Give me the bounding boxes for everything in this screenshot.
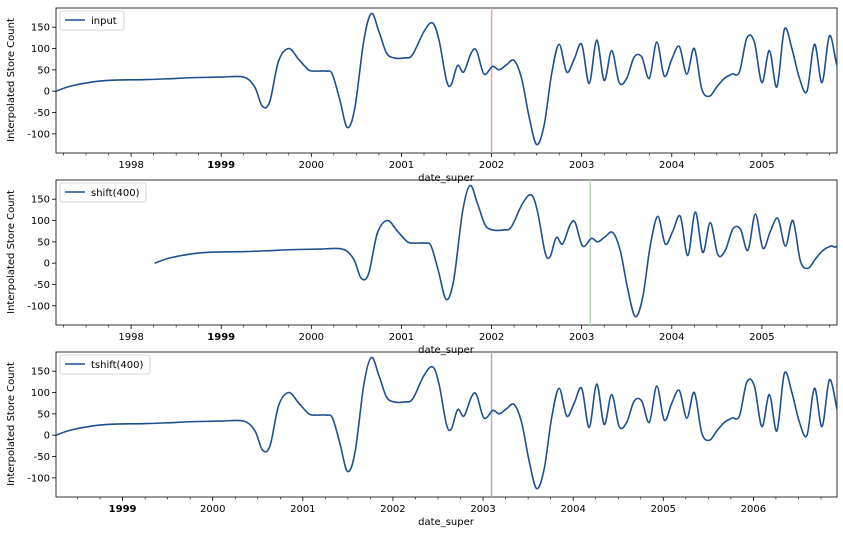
panel-3-series-line-0	[56, 356, 837, 490]
panel-1-yticks: -100 -50 0 50 100 150	[27, 23, 56, 140]
panel-1-ylabel: Interpolated Store Count	[6, 18, 17, 142]
panel-3-xtick-label: 2003	[470, 504, 495, 515]
panel-3-ytick-label: 150	[31, 367, 50, 378]
panel-1-xtick-label: 2005	[749, 160, 774, 171]
panel-1-ytick-label: 100	[31, 44, 50, 55]
panel-2-ylabel: Interpolated Store Count	[6, 190, 17, 314]
panel-3-xtick-label: 2002	[380, 504, 405, 515]
panel-1-ytick-label: -50	[34, 108, 50, 119]
panel-3-ytick-label: -50	[34, 452, 50, 463]
panel-2-xtick-label: 2004	[659, 332, 684, 343]
panel-2-ytick-label: 50	[37, 237, 50, 248]
panel-2-legend-label: shift(400)	[91, 188, 140, 199]
panel-1-xtick-label: 2000	[299, 160, 324, 171]
panel-2-xtick-label: 1999	[207, 332, 235, 343]
panel-2-yticks: -100 -50 0 50 100 150	[27, 195, 56, 312]
panel-1-legend: input	[59, 10, 125, 31]
panel-1-xtick-label: 1999	[207, 160, 235, 171]
panel-3-xtick-label: 2004	[560, 504, 585, 515]
panel-3-ytick-label: 0	[44, 431, 50, 442]
panel-3-xtick-label: 1999	[109, 504, 137, 515]
panel-1-ytick-label: -100	[27, 129, 50, 140]
panel-2-xlabel: date_super	[418, 345, 475, 356]
panel-1-series	[56, 12, 837, 146]
panel-1-xtick-label: 1998	[118, 160, 143, 171]
panel-2-xtick-label: 2001	[389, 332, 414, 343]
panel-3-ytick-label: -100	[27, 473, 50, 484]
panel-3-xtick-label: 2000	[200, 504, 225, 515]
panel-1-xlabel: date_super	[418, 173, 475, 184]
panel-3: -100 -50 0 50 100 150 1999 2000 2001 2002 2003 200…	[6, 351, 838, 528]
panel-2-ytick-label: 100	[31, 216, 50, 227]
panel-2-legend: shift(400)	[59, 182, 147, 203]
panel-3-xlabel: date_super	[418, 517, 475, 528]
panel-1: -100 -50 0 50 100 150 1998 1999 2000 2001 2002 200…	[6, 7, 838, 184]
panel-2-xtick-label: 1998	[118, 332, 143, 343]
panel-1-legend-label: input	[91, 16, 117, 27]
panel-1-ytick-label: 0	[44, 87, 50, 98]
panel-3-legend-label: tshift(400)	[91, 360, 144, 371]
panel-1-ytick-label: 150	[31, 23, 50, 34]
panel-1-xtick-label: 2003	[569, 160, 594, 171]
panel-1-xtick-label: 2001	[389, 160, 414, 171]
panel-2-ytick-label: -100	[27, 301, 50, 312]
panel-3-yticks: -100 -50 0 50 100 150	[27, 367, 56, 484]
panel-2-xtick-label: 2002	[479, 332, 504, 343]
panel-1-xticks: 1998 1999 2000 2001 2002 2003 2004 2005	[63, 153, 830, 171]
panel-2-series-line-0	[154, 184, 837, 318]
panel-3-frame	[55, 351, 838, 498]
panel-2-ytick-label: -50	[34, 280, 50, 291]
panel-3-ytick-label: 100	[31, 388, 50, 399]
panel-2-frame	[55, 179, 838, 326]
panel-1-series-line-0	[56, 12, 837, 146]
panel-2-ytick-label: 0	[44, 259, 50, 270]
panel-3-ytick-label: 50	[37, 409, 50, 420]
panel-2-xticks: 1998 1999 2000 2001 2002 2003 2004 2005	[63, 325, 830, 343]
panel-3-legend: tshift(400)	[59, 354, 151, 375]
panel-2-series	[154, 184, 837, 318]
panel-3-legend-box	[59, 354, 151, 375]
panel-1-xtick-label: 2002	[479, 160, 504, 171]
panel-1-ytick-label: 50	[37, 65, 50, 76]
panel-2-legend-box	[59, 182, 147, 203]
panel-3-xticks: 1999 2000 2001 2002 2003 2004 2005 2006	[77, 497, 822, 515]
panel-3-ylabel: Interpolated Store Count	[6, 362, 17, 486]
panel-2: -100 -50 0 50 100 150 1998 1999 2000 2001 2002 200…	[6, 179, 838, 356]
panel-1-xtick-label: 2004	[659, 160, 684, 171]
panel-2-ytick-label: 150	[31, 195, 50, 206]
panel-1-legend-box	[59, 10, 125, 31]
panel-2-xtick-label: 2005	[749, 332, 774, 343]
panel-2-xtick-label: 2003	[569, 332, 594, 343]
panel-2-xtick-label: 2000	[299, 332, 324, 343]
panel-3-xtick-label: 2006	[741, 504, 766, 515]
panel-3-series	[56, 356, 837, 490]
panel-3-xtick-label: 2001	[290, 504, 315, 515]
panel-3-xtick-label: 2005	[651, 504, 676, 515]
